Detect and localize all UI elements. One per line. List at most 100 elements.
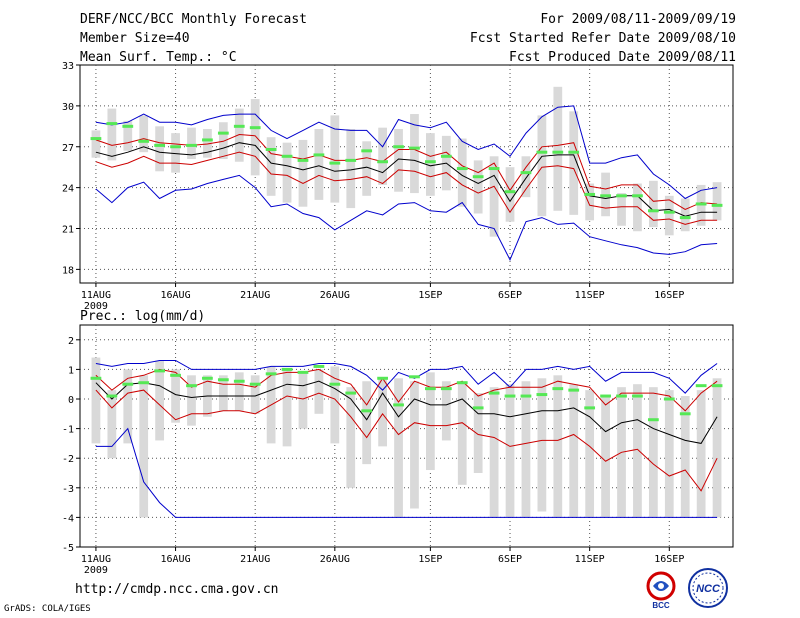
prec-member-marker <box>552 387 564 391</box>
bcc-logo-text: BCC <box>652 601 670 610</box>
prec-title: Prec.: log(mm/d) <box>80 309 205 324</box>
prec-member-marker <box>409 375 420 379</box>
temp-member-marker <box>361 149 373 153</box>
temp-member-marker <box>711 203 723 207</box>
prec-box <box>505 384 515 518</box>
temp-member-marker <box>217 131 229 135</box>
prec-box <box>362 381 372 465</box>
temp-x-tick-label: 16SEP <box>654 290 684 301</box>
prec-box <box>601 396 610 518</box>
prec-member-marker <box>456 381 468 385</box>
temp-y-tick-label: 21 <box>62 225 74 236</box>
prec-box <box>633 384 642 518</box>
temp-box <box>585 183 595 221</box>
temp-member-marker <box>90 137 102 141</box>
prec-box <box>441 381 451 441</box>
temp-box <box>569 111 579 215</box>
temp-box <box>680 198 690 232</box>
temp-member-marker <box>600 194 611 198</box>
prec-box <box>521 381 531 518</box>
temp-box <box>664 195 674 236</box>
temp-box <box>298 139 308 207</box>
temp-box <box>314 129 324 200</box>
temp-box <box>107 108 117 161</box>
temp-box <box>266 137 276 196</box>
temp-member-marker <box>106 122 118 126</box>
temp-box <box>171 133 180 173</box>
temp-member-marker <box>504 190 516 194</box>
prec-box <box>473 393 483 473</box>
prec-member-marker <box>488 391 500 395</box>
temp-box <box>330 115 340 203</box>
prec-box <box>696 390 706 518</box>
temp-member-marker <box>425 160 436 164</box>
prec-member-marker <box>106 394 118 398</box>
prec-member-marker <box>472 406 484 410</box>
temp-member-marker <box>647 209 659 213</box>
temp-box <box>155 126 165 172</box>
temp-box <box>648 180 658 228</box>
temp-box <box>457 138 467 207</box>
source-url[interactable]: http://cmdp.ncc.cma.gov.cn <box>75 582 279 597</box>
prec-y-tick-label: -4 <box>62 513 74 524</box>
logos: BCC NCC <box>646 568 728 610</box>
temp-x-tick-label: 1SEP <box>418 290 442 301</box>
prec-max-line <box>95 360 718 394</box>
temp-y-tick-label: 18 <box>62 265 74 276</box>
temp-x-tick-label: 6SEP <box>498 290 522 301</box>
temp-box <box>123 120 133 151</box>
prec-member-marker <box>297 370 309 374</box>
temp-box <box>426 133 435 196</box>
temp-member-marker <box>472 175 484 179</box>
prec-box <box>585 390 595 518</box>
temp-member-marker <box>584 192 596 196</box>
prec-member-marker <box>217 378 229 382</box>
forecast-period: For 2009/08/11-2009/09/19 <box>540 12 736 27</box>
temp-x-tick-label: 11AUG <box>81 290 111 301</box>
prec-y-tick-label: -2 <box>62 454 74 465</box>
temp-y-tick-label: 33 <box>62 61 74 72</box>
temp-box <box>282 142 292 203</box>
temp-min-line <box>95 174 718 261</box>
prec-box <box>314 369 324 414</box>
temp-member-marker <box>233 124 245 128</box>
temp-member-marker <box>409 146 420 150</box>
prec-member-marker <box>425 387 436 391</box>
prec-member-marker <box>249 382 261 386</box>
prec-mean-line <box>95 380 718 444</box>
prec-x-tick-label: 11SEP <box>575 554 605 565</box>
prec-year-label: 2009 <box>84 565 108 576</box>
temp-member-marker <box>632 194 643 198</box>
prec-x-tick-label: 16SEP <box>654 554 684 565</box>
temp-max-line <box>95 105 718 200</box>
ncc-logo-text: NCC <box>696 583 721 595</box>
temp-member-marker <box>568 150 580 154</box>
temp-mean-line <box>95 142 718 217</box>
prec-x-tick-label: 16AUG <box>161 554 191 565</box>
prec-x-tick-label: 11AUG <box>81 554 111 565</box>
temp-member-marker <box>122 124 134 128</box>
prec-box <box>410 381 419 509</box>
variable-label: Mean Surf. Temp.: °C <box>80 50 237 65</box>
prec-member-marker <box>90 376 102 380</box>
temp-x-tick-label: 16AUG <box>161 290 191 301</box>
prec-member-marker <box>202 376 213 380</box>
start-date: Fcst Started Refer Date 2009/08/10 <box>469 31 736 46</box>
prec-box <box>664 390 674 518</box>
prec-box <box>569 384 579 518</box>
temp-box <box>537 115 547 217</box>
prec-box <box>378 378 387 447</box>
header-left: DERF/NCC/BCC Monthly Forecast Member Siz… <box>80 10 307 67</box>
prec-member-marker <box>520 394 532 398</box>
temp-y-tick-label: 30 <box>62 102 74 113</box>
prec-box <box>680 396 690 518</box>
temp-member-marker <box>393 145 404 149</box>
temp-box <box>473 160 483 214</box>
temp-x-tick-label: 26AUG <box>320 290 350 301</box>
temp-member-marker <box>249 126 261 130</box>
temp-box <box>91 130 101 158</box>
prec-member-marker <box>393 403 404 407</box>
